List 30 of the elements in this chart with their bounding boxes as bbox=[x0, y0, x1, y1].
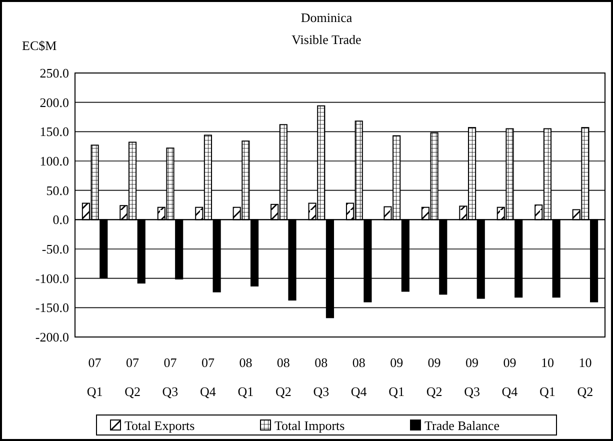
x-tick-label: 07 Q2 bbox=[124, 355, 140, 399]
chart-title: Dominica bbox=[300, 10, 352, 25]
x-tick-label: 08 Q1 bbox=[238, 355, 254, 399]
y-tick-label: -200.0 bbox=[35, 330, 69, 345]
x-tick-label: 10 Q1 bbox=[540, 355, 556, 399]
y-tick-label: -50.0 bbox=[42, 242, 69, 257]
y-tick-label: 150.0 bbox=[40, 124, 69, 140]
y-tick-label: 250.0 bbox=[40, 66, 69, 81]
legend-label: Total Exports bbox=[124, 418, 195, 433]
x-tick-label: 08 Q2 bbox=[275, 355, 292, 399]
x-tick-label: 07 Q4 bbox=[200, 355, 216, 399]
y-tick-label: 200.0 bbox=[40, 94, 69, 110]
x-tick-label: 08 Q4 bbox=[350, 355, 368, 399]
x-tick-label: 09 Q3 bbox=[464, 355, 480, 399]
x-tick-label: 08 Q3 bbox=[313, 355, 330, 399]
y-tick-label: -100.0 bbox=[35, 270, 69, 286]
chart-subtitle: Visible Trade bbox=[292, 32, 362, 47]
x-tick-label: 09 Q4 bbox=[502, 355, 518, 399]
x-tick-label: 09 Q2 bbox=[426, 355, 442, 399]
legend-label: Trade Balance bbox=[424, 418, 500, 433]
y-tick-label: 0.0 bbox=[52, 212, 69, 228]
y-tick-label: 50.0 bbox=[46, 182, 69, 198]
y-axis-title: EC$M bbox=[22, 38, 58, 53]
x-tick-label: 09 Q1 bbox=[388, 355, 405, 399]
y-tick-label: -150.0 bbox=[35, 300, 69, 316]
x-tick-label: 07 Q1 bbox=[86, 355, 103, 399]
legend-label: Total Imports bbox=[274, 418, 345, 433]
x-tick-label: 10 Q2 bbox=[577, 355, 594, 399]
y-tick-label: 100.0 bbox=[40, 154, 69, 169]
x-tick-label: 07 Q3 bbox=[162, 355, 178, 399]
